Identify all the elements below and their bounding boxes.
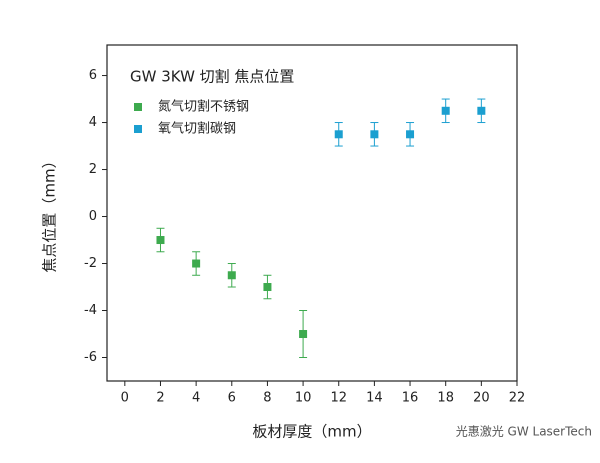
legend-label: 氮气切割不锈钢 [158, 99, 249, 115]
x-tick-label: 22 [509, 391, 526, 406]
point [227, 271, 236, 280]
plot-frame [106, 44, 518, 382]
legend-label: 氧气切割碳钢 [158, 121, 236, 137]
x-tick-label: 20 [473, 391, 490, 406]
x-tick-label: 14 [366, 391, 383, 406]
x-tick-label: 12 [330, 391, 347, 406]
x-axis-label: 板材厚度（mm） [252, 423, 371, 441]
point [406, 130, 415, 139]
watermark: 光惠激光 GW LaserTech [456, 425, 592, 439]
point [477, 106, 486, 115]
x-tick-label: 6 [228, 391, 236, 406]
y-axis-label: 焦点位置（mm） [41, 153, 59, 272]
x-tick-label: 16 [402, 391, 419, 406]
x-tick-label: 2 [156, 391, 164, 406]
legend-marker [134, 103, 142, 111]
x-tick-label: 8 [263, 391, 271, 406]
x-tick-label: 10 [295, 391, 312, 406]
y-tick-label: -4 [84, 303, 97, 318]
x-tick-label: 0 [121, 391, 129, 406]
y-tick-label: 0 [89, 209, 97, 224]
y-tick-label: 4 [89, 115, 97, 130]
x-tick-label: 4 [192, 391, 200, 406]
point [192, 259, 201, 268]
y-tick-label: 2 [89, 162, 97, 177]
legend-marker [134, 125, 142, 133]
point [299, 330, 308, 339]
point [441, 106, 450, 115]
point [263, 283, 272, 292]
point [334, 130, 343, 139]
point [156, 236, 165, 245]
y-tick-label: -2 [84, 256, 97, 271]
y-tick-label: -6 [84, 350, 97, 365]
x-tick-label: 18 [437, 391, 454, 406]
point [370, 130, 379, 139]
y-tick-label: 6 [89, 68, 97, 83]
chart-title: GW 3KW 切割 焦点位置 [130, 68, 294, 86]
